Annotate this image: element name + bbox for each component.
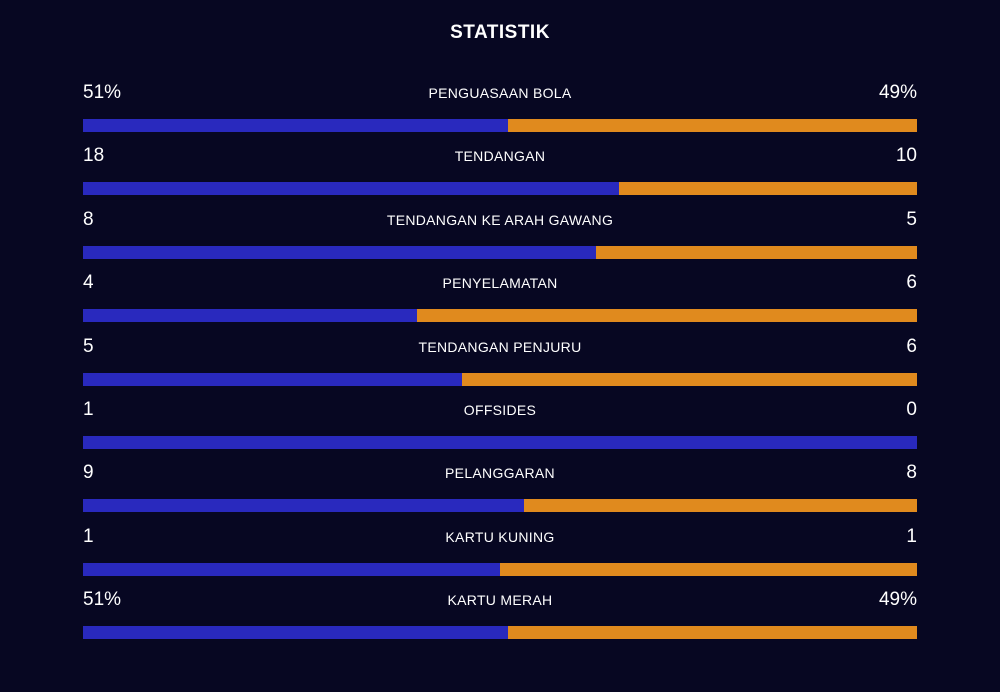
comparison-bar [83,309,917,323]
away-value: 8 [906,462,917,484]
comparison-bar [83,626,917,640]
home-bar-fill [83,309,417,323]
stat-header: 18 TENDANGAN 10 [83,140,917,172]
comparison-bar [83,435,917,449]
stat-label: KARTU MERAH [447,592,553,609]
stat-row-shots-on-target: 8 TENDANGAN KE ARAH GAWANG 5 [83,204,917,267]
comparison-bar [83,499,917,513]
comparison-bar [83,119,917,132]
comparison-bar [83,372,917,386]
stat-label: TENDANGAN PENJURU [418,338,582,355]
comparison-bar [83,562,917,576]
stat-row-shots: 18 TENDANGAN 10 [83,140,917,203]
home-value: 8 [83,208,94,230]
home-value: 1 [83,525,94,547]
home-bar-fill [83,372,463,386]
home-value: 4 [83,272,94,294]
home-bar-fill [83,562,500,576]
stat-label: PENGUASAAN BOLA [428,85,572,101]
home-bar-fill [83,119,509,132]
stat-row-red-cards: 51% KARTU MERAH 49% [83,584,917,647]
stat-label: PELANGGARAN [445,465,555,482]
home-value: 9 [83,462,94,484]
stat-label: OFFSIDES [463,401,537,418]
stat-row-possession: 51% PENGUASAAN BOLA 49% [83,77,917,140]
away-value: 6 [906,335,917,357]
away-value: 5 [906,208,917,230]
stat-row-offsides: 1 OFFSIDES 0 [83,394,917,457]
away-value: 49% [878,82,917,103]
stats-title: STATISTIK [450,22,550,43]
home-value: 1 [83,398,94,420]
home-bar-fill [83,182,620,196]
stat-row-yellow-cards: 1 KARTU KUNING 1 [83,521,917,584]
stat-header: 4 PENYELAMATAN 6 [83,267,917,299]
stat-label: KARTU KUNING [445,528,555,545]
home-bar-fill [83,245,596,259]
stat-label: PENYELAMATAN [442,275,558,292]
stat-row-corners: 5 TENDANGAN PENJURU 6 [83,331,917,394]
home-value: 51% [83,589,122,611]
stat-header: 1 OFFSIDES 0 [83,394,917,426]
stat-header: 9 PELANGGARAN 8 [83,457,917,489]
home-bar-fill [83,435,917,449]
away-value: 10 [895,145,917,167]
comparison-bar [83,182,917,196]
stat-header: 5 TENDANGAN PENJURU 6 [83,331,917,363]
stats-list: 51% PENGUASAAN BOLA 49% 18 TENDANGAN 10 … [83,77,917,648]
stat-header: 1 KARTU KUNING 1 [83,521,917,553]
away-value: 49% [878,589,917,611]
stat-label: TENDANGAN KE ARAH GAWANG [386,211,614,228]
stat-header: 51% KARTU MERAH 49% [83,584,917,616]
home-bar-fill [83,499,525,513]
home-value: 5 [83,335,94,357]
stat-row-saves: 4 PENYELAMATAN 6 [83,267,917,330]
stat-label: TENDANGAN [454,148,546,165]
stat-header: 51% PENGUASAAN BOLA 49% [83,77,917,109]
stat-row-fouls: 9 PELANGGARAN 8 [83,457,917,520]
away-value: 1 [906,525,917,547]
home-bar-fill [83,626,509,640]
home-value: 51% [83,82,122,103]
home-value: 18 [83,145,105,167]
stat-header: 8 TENDANGAN KE ARAH GAWANG 5 [83,204,917,236]
away-value: 0 [906,398,917,420]
away-value: 6 [906,272,917,294]
comparison-bar [83,245,917,259]
